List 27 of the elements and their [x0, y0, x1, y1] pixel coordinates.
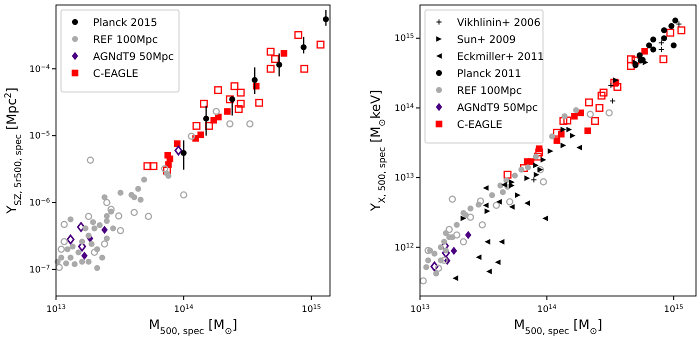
- y-tick-label: 10$^{12}$: [394, 242, 414, 254]
- legend-label: AGNdT9 50Mpc: [93, 51, 174, 63]
- legend-label: Sun+ 2009: [457, 34, 516, 46]
- y-tick-label: 10$^{13}$: [394, 172, 414, 184]
- x-tick-label: 10$^{15}$: [302, 304, 322, 315]
- legend-label: C-EAGLE: [457, 119, 502, 131]
- x-tick-label: 10$^{14}$: [537, 304, 557, 315]
- y-tick-label: 10$^{−5}$: [29, 130, 50, 142]
- legend-label: Eckmiller+ 2011: [457, 51, 544, 63]
- legend-label: REF 100Mpc: [93, 34, 158, 46]
- y-tick-label: 10$^{15}$: [394, 32, 414, 44]
- legend-label: Planck 2015: [93, 17, 158, 29]
- x-axis-title: M$_{500, spec}$ [M$_{⊙}$]: [514, 318, 602, 337]
- legend-label: REF 100Mpc: [457, 85, 522, 97]
- legend-label: C-EAGLE: [93, 68, 138, 80]
- legend-label: AGNdT9 50Mpc: [457, 102, 538, 114]
- y-tick-label: 10$^{−4}$: [29, 63, 50, 75]
- x-tick-label: 10$^{15}$: [664, 304, 684, 315]
- x-tick-label: 10$^{14}$: [174, 304, 194, 315]
- y-tick-label: 10$^{−6}$: [29, 197, 50, 209]
- x-tick-label: 10$^{13}$: [46, 304, 66, 315]
- legend-label: Planck 2011: [457, 68, 522, 80]
- legend-label: Vikhlinin+ 2006: [457, 17, 541, 29]
- x-tick-label: 10$^{13}$: [410, 304, 430, 315]
- x-axis-title: M$_{500, spec}$ [M$_{⊙}$]: [148, 318, 238, 337]
- y-tick-label: 10$^{−7}$: [29, 264, 50, 276]
- y-tick-label: 10$^{14}$: [394, 102, 414, 114]
